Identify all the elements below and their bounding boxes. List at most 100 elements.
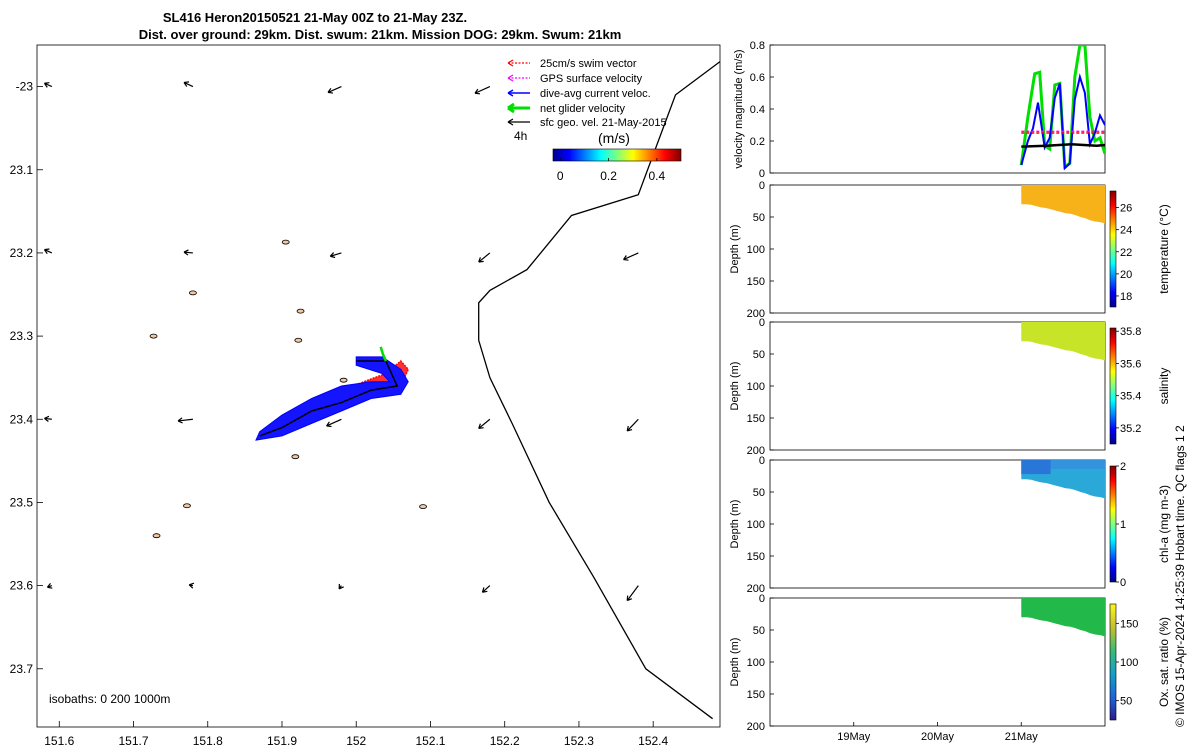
glider-track-line: [259, 360, 399, 437]
depth-axis-label: Depth (m): [729, 638, 741, 687]
depth-tick-label: 200: [747, 308, 765, 320]
colorbar-tick-label: 35.6: [1120, 358, 1141, 370]
salinity-panel-data-block: [1021, 322, 1105, 361]
velocity-y-tick-label: 0.4: [750, 104, 765, 116]
geo-velocity-arrow: [622, 252, 639, 261]
depth-tick-label: 100: [747, 657, 765, 669]
map-y-tick-label: 23.6: [10, 579, 34, 593]
net-velocity-vector: [379, 346, 388, 362]
profile-panels: 0 0.2 0.4 0.6 0.8 velocity magnitude (m/s) 0 50…: [729, 40, 1171, 743]
salinity-panel: 0 50 100 150 200 Depth (m) 35.2 35.4 35.6 35.8 sal…: [729, 317, 1171, 457]
map-y-tick-label: 23.3: [10, 329, 34, 343]
colorbar-tick-label: 35.2: [1120, 423, 1141, 435]
map-x-tick-label: 151.7: [118, 734, 148, 748]
colorbar-tick-label: 0.2: [600, 169, 617, 183]
colorbar-tick-label: 26: [1120, 203, 1132, 215]
date-tick-label: 21May: [1005, 731, 1039, 743]
island: [339, 377, 348, 383]
island: [183, 503, 191, 509]
island: [291, 454, 300, 460]
chla-panel-colorbar: [1109, 465, 1117, 583]
colorbar-tick-label: 150: [1120, 618, 1138, 630]
map-x-tick-label: 151.8: [193, 734, 223, 748]
glider-track: [255, 346, 410, 441]
depth-tick-label: 50: [753, 487, 765, 499]
geo-velocity-arrow: [188, 582, 195, 589]
oxygen-panel-data-block: [1021, 598, 1105, 637]
colorbar-tick-label: 18: [1120, 291, 1132, 303]
island: [294, 337, 303, 343]
map-y-tick-label: 23.4: [10, 412, 34, 426]
geo-velocity-arrow: [326, 418, 342, 428]
colorbar-ticks: 0 0.2 0.4: [557, 158, 666, 183]
chla-surface-low: [1021, 460, 1051, 475]
colorbar-label: Ox. sat. ratio (%): [1157, 617, 1171, 707]
colorbar-label: temperature (°C): [1157, 204, 1171, 294]
depth-tick-label: 0: [759, 180, 765, 192]
map-y-tick-label: -23: [16, 80, 34, 94]
legend-net-arrowhead: [507, 102, 515, 114]
geo-velocity-arrow: [329, 252, 342, 259]
depth-axis-label: Depth (m): [729, 500, 741, 549]
map-y-tick-label: 23.2: [10, 246, 34, 260]
depth-tick-label: 50: [753, 212, 765, 224]
date-tick-label: 19May: [837, 731, 871, 743]
colorbar-tick-label: 22: [1120, 247, 1132, 259]
geo-velocity-arrow: [626, 418, 639, 432]
legend-current-arrowhead: [507, 89, 514, 97]
colorbar-tick-label: 50: [1120, 696, 1132, 708]
legend-net: net glider velocity: [507, 102, 625, 115]
depth-tick-label: 0: [759, 317, 765, 329]
map-x-tick-label: 152.1: [415, 734, 445, 748]
credit-text: © IMOS 15-Apr-2024 14:25:39 Hobart time.…: [1173, 425, 1187, 727]
geo-velocity-arrow: [626, 585, 639, 602]
figure-title-line2: Dist. over ground: 29km. Dist. swum: 21k…: [139, 27, 622, 42]
geo-velocity-arrow: [183, 249, 193, 256]
salinity-panel-colorbar: [1109, 327, 1117, 445]
map-x-tick-label: 151.9: [267, 734, 297, 748]
map-panel: 151.6 151.7 151.8 151.9 152 152.1 152.2 152.3 15…: [10, 44, 721, 748]
colorbar-tick-label: 0: [557, 169, 564, 183]
geo-velocity-arrow: [44, 415, 52, 422]
velocity-y-tick-label: 0: [759, 168, 765, 180]
depth-axis-label: Depth (m): [729, 225, 741, 274]
island: [149, 333, 158, 339]
oxygen-panel: 0 50 100 150 200 Depth (m) 50 100 150 Ox. sat. ra…: [729, 593, 1171, 743]
geo-velocity-arrow: [177, 417, 193, 424]
map-y-ticks: -23 23.1 23.2 23.3 23.4 23.5 23.6 23.7: [10, 80, 43, 676]
geo-velocity-arrow: [478, 418, 491, 430]
depth-tick-label: 150: [747, 413, 765, 425]
coastline-line: [478, 61, 721, 720]
map-x-tick-label: 152.3: [564, 734, 594, 748]
legend-swim-arrowhead: [507, 59, 514, 67]
legend-geo-arrowhead: [507, 118, 514, 126]
geo-velocity-arrow: [478, 252, 491, 263]
depth-tick-label: 50: [753, 625, 765, 637]
depth-tick-label: 200: [747, 583, 765, 595]
colorbar-tick-label: 35.8: [1120, 326, 1141, 338]
legend-gps-label: GPS surface velocity: [540, 73, 643, 85]
geo-velocity-arrow: [43, 248, 53, 255]
date-tick-label: 20May: [921, 731, 955, 743]
colorbar-tick-label: 0.4: [649, 169, 666, 183]
velocity-y-tick-label: 0.6: [750, 72, 765, 84]
depth-tick-label: 100: [747, 244, 765, 256]
chla-surface-mid: [1050, 460, 1105, 469]
velocity-series: [1019, 45, 1105, 171]
legend-gps-arrowhead: [507, 74, 514, 82]
velocity-series-current: [1020, 73, 1105, 171]
temperature-panel-colorbar: [1109, 190, 1117, 308]
depth-tick-label: 150: [747, 276, 765, 288]
depth-tick-label: 150: [747, 689, 765, 701]
depth-tick-label: 100: [747, 519, 765, 531]
legend-current: dive-avg current veloc.: [507, 88, 651, 100]
colorbar-units-label: (m/s): [598, 130, 630, 146]
map-legend: 25cm/s swim vector GPS surface velocity …: [507, 58, 667, 129]
map-x-ticks: 151.6 151.7 151.8 151.9 152 152.1 152.2 152.3 15…: [44, 721, 669, 748]
temperature-panel: 0 50 100 150 200 Depth (m) 18 20 22 24 26 temperatu…: [729, 180, 1171, 320]
island: [152, 533, 161, 539]
velocity-y-axis-label: velocity magnitude (m/s): [733, 49, 745, 168]
colorbar-tick-label: 1: [1120, 519, 1126, 531]
map-x-tick-label: 152: [346, 734, 366, 748]
